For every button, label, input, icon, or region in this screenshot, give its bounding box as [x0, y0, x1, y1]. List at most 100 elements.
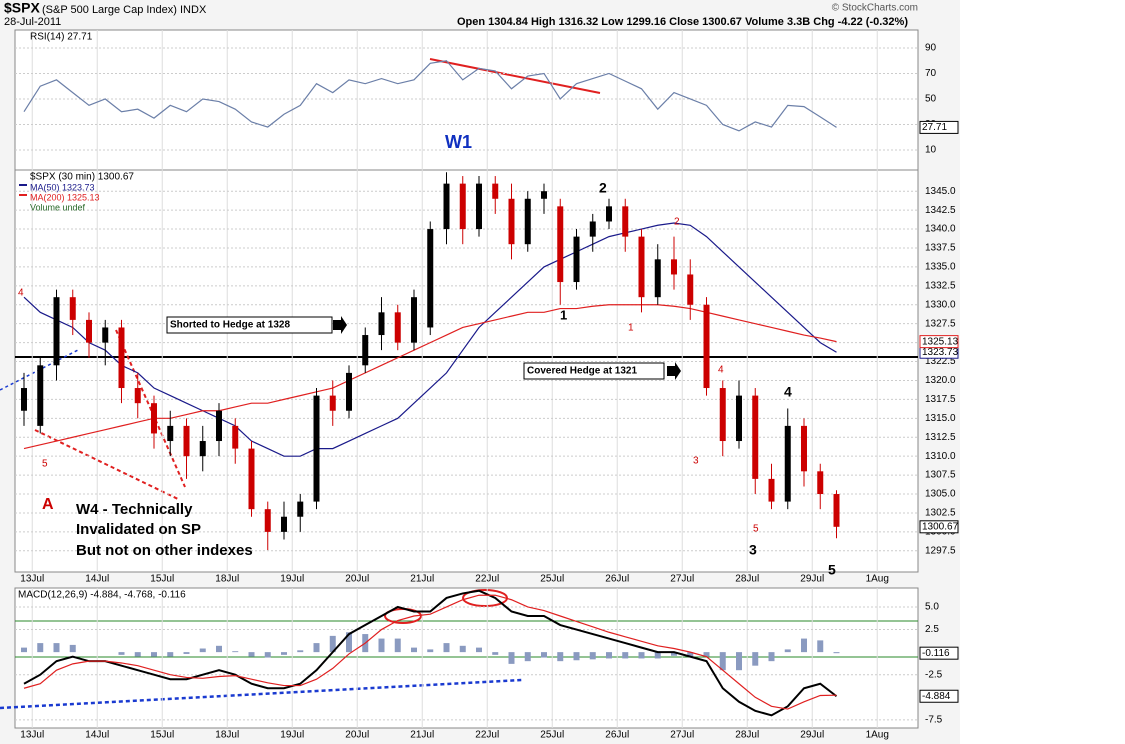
candle-body [817, 471, 824, 495]
annotation: W4 - Technically [76, 501, 193, 518]
candle-body [297, 501, 304, 517]
candle-body [427, 229, 434, 328]
candle-body [654, 259, 661, 298]
annotation: 3 [749, 542, 757, 558]
histogram-bar [394, 638, 401, 653]
y-tick-label: 90 [925, 43, 937, 54]
candle-body [37, 365, 44, 426]
histogram-bar [622, 652, 629, 659]
candle-body [557, 206, 564, 283]
candle-body [443, 183, 450, 230]
candle-body [329, 395, 336, 411]
x-tick-label: 21Jul [410, 730, 434, 741]
annotation: 4 [718, 365, 724, 376]
candle-body [768, 478, 775, 502]
y-tick-label: -7.5 [925, 715, 943, 726]
x-tick-label: 28Jul [735, 730, 759, 741]
candle-body [411, 297, 417, 343]
candle-body [167, 425, 174, 442]
candle-body [264, 509, 271, 532]
annotation: 5 [42, 459, 48, 470]
candle-body [362, 335, 369, 366]
y-tick-label: 1342.5 [925, 205, 956, 216]
histogram-bar [703, 652, 710, 657]
x-tick-label: 27Jul [670, 730, 694, 741]
annotation: But not on other indexes [76, 542, 253, 559]
candle-body [573, 236, 580, 283]
candle-body [589, 221, 596, 237]
candle-body [736, 395, 742, 442]
last-value-label: 27.71 [922, 122, 947, 133]
candle-body [476, 183, 482, 230]
last-value-box [919, 689, 959, 703]
y-tick-label: 1310.0 [925, 451, 956, 462]
legend-swatch [19, 194, 27, 196]
x-tick-label: 13Jul [20, 574, 44, 585]
candle-body [524, 198, 531, 245]
x-tick-label: 19Jul [280, 730, 304, 741]
x-tick-label: 1Aug [866, 574, 889, 585]
last-value-label: -4.884 [922, 691, 951, 702]
symbol-name: (S&P 500 Large Cap Index) INDX [42, 4, 207, 16]
y-tick-label: 1327.5 [925, 318, 956, 329]
moving-average [23, 222, 837, 457]
x-tick-label: 26Jul [605, 730, 629, 741]
candle-body [508, 198, 515, 245]
x-tick-label: 25Jul [540, 730, 564, 741]
arrow [667, 362, 681, 380]
y-tick-label: 1332.5 [925, 280, 956, 291]
annotation-box [166, 316, 333, 334]
histogram-bar [459, 645, 466, 653]
histogram-bar [492, 652, 499, 655]
macd-trendline [0, 678, 523, 710]
candle-body [687, 274, 694, 305]
candle-body [281, 516, 287, 532]
legend-entry: MA(50) 1323.73 [30, 182, 95, 192]
y-tick-label: 1340.0 [925, 224, 956, 235]
x-tick-label: 14Jul [85, 730, 109, 741]
last-value-box [919, 646, 959, 660]
x-tick-label: 25Jul [540, 574, 564, 585]
histogram-bar [606, 652, 612, 659]
histogram-bar [232, 651, 239, 653]
y-tick-label: 1322.5 [925, 356, 956, 367]
x-tick-label: 22Jul [475, 574, 499, 585]
macd-line [23, 594, 837, 710]
candle-body [102, 327, 109, 343]
candle-body [784, 425, 791, 502]
candle-body [199, 441, 206, 457]
last-value-box [919, 520, 959, 534]
candle-body [459, 183, 466, 230]
candle-body [541, 191, 547, 199]
candle-body [752, 395, 759, 479]
legend-swatch [19, 184, 27, 186]
y-tick-label: 5.0 [925, 602, 939, 613]
histogram-bar [199, 648, 206, 653]
histogram-bar [784, 649, 791, 653]
candle-body [53, 297, 60, 366]
candle-body [216, 410, 222, 442]
histogram-bar [768, 652, 775, 662]
candle-body [69, 297, 76, 320]
legend-entry: RSI(14) 27.71 [30, 32, 93, 43]
candle-body [671, 259, 677, 275]
histogram-bar [118, 652, 125, 655]
x-tick-label: 20Jul [345, 574, 369, 585]
candle-body [638, 236, 645, 298]
macd-line [23, 589, 838, 717]
rsi-line [23, 60, 837, 132]
histogram-bar [476, 647, 482, 653]
histogram-bar [508, 652, 515, 664]
histogram-bar [378, 638, 385, 653]
histogram-bar [346, 632, 352, 653]
candle-body [134, 388, 141, 404]
trendline [34, 429, 181, 501]
last-value-box [919, 335, 959, 349]
y-tick-label: 1335.0 [925, 262, 956, 273]
annotation: 1 [560, 307, 567, 322]
legend-entry: Volume undef [30, 202, 86, 212]
histogram-bar [638, 652, 645, 659]
x-tick-label: 29Jul [800, 730, 824, 741]
annotation: A [42, 496, 54, 513]
x-tick-label: 13Jul [20, 730, 44, 741]
